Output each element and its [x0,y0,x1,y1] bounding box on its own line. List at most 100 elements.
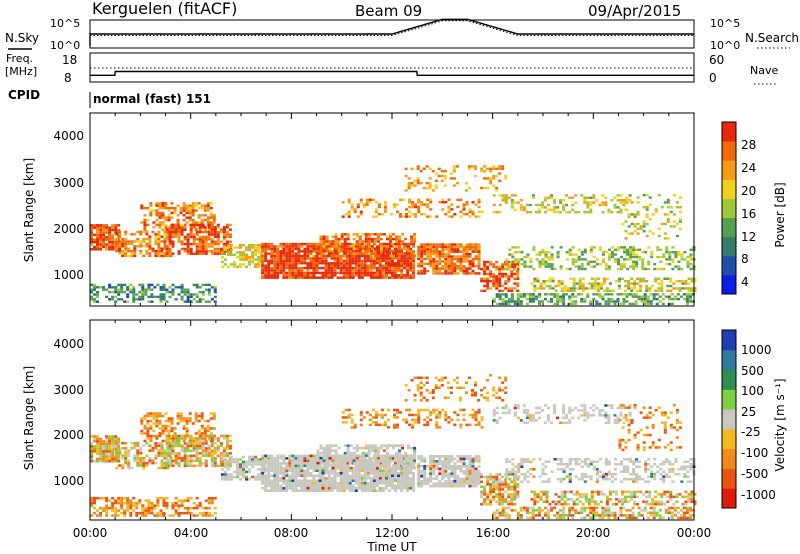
power-cell-1311 [400,242,404,246]
velocity-cell-1410 [334,449,338,452]
power-cell-3086 [652,297,656,301]
velocity-cell-530 [216,454,220,458]
power-cell-314 [182,202,186,205]
power-cell-269 [161,204,165,207]
power-cell-851 [297,252,301,255]
power-cell-1999 [465,201,469,204]
power-cell-153 [139,242,143,246]
velocity-cell-369 [165,444,169,448]
power-cell-1180 [372,266,376,270]
velocity-cell-716 [270,484,274,487]
velocity-cell-1329 [406,482,410,485]
power-cell-2170 [559,201,563,204]
velocity-cell-298 [179,417,183,420]
power-cell-2252 [630,201,634,204]
velocity-cell-233 [146,412,150,415]
power-cell-136 [130,242,134,246]
velocity-cell-1032 [339,469,343,472]
power-cell-1380 [322,240,326,243]
velocity-cell-762 [279,469,283,472]
velocity-cell-1656 [441,460,445,463]
velocity-cell-1666 [444,462,448,465]
power-cell-731 [273,271,277,275]
velocity-cell-1649 [441,477,445,480]
power-cell-51 [105,243,109,246]
power-cell-1644 [441,255,445,258]
power-cell-3050 [616,293,620,296]
velocity-cell-1111 [357,479,361,482]
power-cell-2275 [645,215,649,218]
power-cell-147 [136,240,140,243]
velocity-cell-850 [300,487,304,490]
power-cell-2879 [180,290,184,294]
power-cell-3022 [586,295,590,298]
power-cell-854 [297,245,301,248]
power-cell-848 [297,259,301,263]
power-cell-1236 [385,262,388,265]
power-cell-377 [209,206,213,210]
power-cell-2280 [648,230,652,233]
power-cell-2514 [641,267,645,271]
power-cell-2904 [198,300,202,303]
power-cell-615 [239,263,242,266]
power-cell-2973 [531,295,535,298]
power-cell-1128 [360,266,364,270]
velocity-cell-990 [330,479,334,482]
velocity-cell-365 [165,457,169,460]
velocity-cell-707 [267,469,271,472]
velocity-cell-95 [117,442,121,446]
power-cell-1567 [420,262,424,265]
power-cell-938 [318,262,322,265]
power-cell-844 [297,271,301,275]
power-cell-994 [330,254,334,258]
velocity-cell-1717 [459,470,463,473]
power-cell-3027 [592,293,596,296]
power-cell-1074 [348,259,352,263]
power-cell-1942 [408,210,412,213]
power-cell-2808 [126,293,130,296]
power-cell-1588 [426,257,430,261]
power-cell-1916 [374,210,378,213]
power-cell-2381 [547,258,551,261]
velocity-cell-1375 [319,444,323,447]
power-cell-811 [288,245,292,248]
power-cell-1375 [322,252,326,255]
power-cell-1661 [444,243,448,246]
power-cell-2921 [210,286,214,289]
velocity-cell-1761 [471,475,475,478]
velocity-cell-752 [276,462,280,465]
velocity-cell-158 [142,444,146,447]
power-cell-2134 [519,203,523,207]
power-cell-2500 [632,255,636,259]
power-cell-3091 [655,293,659,296]
velocity-cell-143 [136,449,140,452]
power-cell-2868 [168,286,172,289]
power-cell-1888 [344,213,348,216]
velocity-cell-186 [160,461,164,465]
velocity-cell-655 [257,473,261,476]
power-cell-2684 [624,280,627,283]
power-cell-53 [105,236,109,239]
velocity-cell-354 [209,417,213,420]
power-cell-907 [312,276,316,279]
power-cell-820 [291,259,295,263]
velocity-cell-1224 [381,472,385,475]
velocity-cell-239 [149,419,153,423]
velocity-cell-726 [270,454,274,458]
power-cell-1645 [441,252,445,256]
power-cell-1689 [453,267,457,270]
power-cell-1489 [376,235,380,238]
power-cell-1892 [347,201,351,204]
power-cell-2228 [619,201,623,204]
power-cell-831 [294,269,298,272]
velocity-cell-688 [264,487,268,490]
power-cell-1069 [348,271,352,275]
power-cell-2265 [639,227,643,230]
velocity-cell-1068 [348,489,352,492]
power-cell-3084 [649,300,653,303]
velocity-cell-1013 [336,489,340,492]
power-cell-1169 [369,262,373,265]
power-cell-535 [213,240,217,243]
power-cell-828 [294,276,298,279]
velocity-cell-44 [102,440,106,443]
